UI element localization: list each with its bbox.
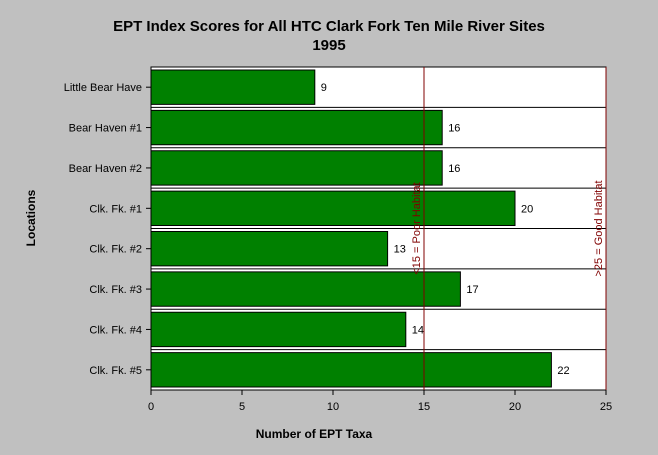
bar-value-label: 22 <box>557 365 569 377</box>
bar-value-label: 20 <box>521 203 533 215</box>
bar <box>150 352 552 388</box>
x-axis-label: Number of EPT Taxa <box>256 427 373 441</box>
category-label: Clk. Fk. #2 <box>89 244 142 256</box>
category-label: Clk. Fk. #3 <box>89 284 142 296</box>
x-tick-label: 5 <box>239 401 245 413</box>
bar-value-label: 14 <box>412 324 424 336</box>
bar-value-label: 17 <box>466 284 478 296</box>
category-label: Bear Haven #2 <box>69 163 142 175</box>
bar-value-label: 16 <box>448 123 460 135</box>
bar-value-label: 16 <box>448 163 460 175</box>
bar <box>150 150 443 186</box>
bar <box>150 190 516 226</box>
bar <box>150 231 389 267</box>
bar-value-label: 13 <box>394 244 406 256</box>
reference-line-label: >25 = Good Habitat <box>593 180 605 276</box>
category-label: Bear Haven #1 <box>69 123 142 135</box>
x-tick-label: 15 <box>418 401 430 413</box>
x-tick-label: 25 <box>600 401 612 413</box>
category-label: Clk. Fk. #5 <box>89 365 142 377</box>
reference-lines: <15 = Poor Habitat >25 = Good Habitat <box>411 67 607 390</box>
y-tick-labels: Little Bear Have Bear Haven #1 Bear Haven … <box>64 82 151 377</box>
bar-value-label: 9 <box>321 82 327 94</box>
bar <box>150 69 316 105</box>
bar <box>150 271 461 307</box>
category-label: Little Bear Have <box>64 82 142 94</box>
x-tick-label: 10 <box>327 401 339 413</box>
bars: 9 16 16 20 13 17 14 22 <box>150 69 606 388</box>
bar <box>150 109 443 146</box>
category-label: Clk. Fk. #1 <box>89 203 142 215</box>
x-axis: 0 5 10 15 20 25 <box>148 390 612 413</box>
chart-subtitle: 1995 <box>312 37 345 54</box>
chart-title: EPT Index Scores for All HTC Clark Fork … <box>113 18 545 35</box>
y-axis-label: Locations <box>24 189 38 246</box>
x-tick-label: 0 <box>148 401 154 413</box>
bar <box>150 311 407 348</box>
category-label: Clk. Fk. #4 <box>89 324 142 336</box>
x-tick-label: 20 <box>509 401 521 413</box>
reference-line-label: <15 = Poor Habitat <box>411 182 423 274</box>
